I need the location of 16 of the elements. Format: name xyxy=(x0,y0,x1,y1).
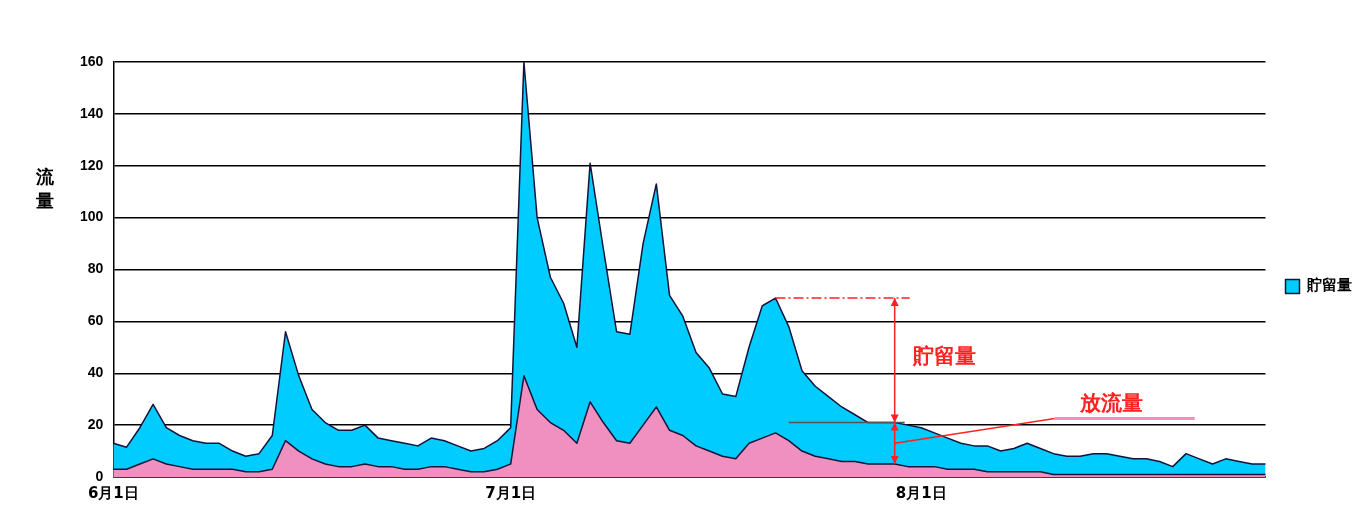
annotation: 貯留量 xyxy=(911,344,976,369)
y-tick-label: 120 xyxy=(80,156,104,173)
y-tick-label: 100 xyxy=(80,208,104,225)
x-tick-label: 7月1日 xyxy=(485,483,537,502)
y-tick-label: 80 xyxy=(87,260,104,277)
annotation: 放流量 xyxy=(1078,391,1143,416)
y-tick-label: 40 xyxy=(87,364,104,381)
x-tick-label: 6月1日 xyxy=(87,483,139,502)
x-tick-label: 8月1日 xyxy=(895,483,947,502)
y-tick-label: 20 xyxy=(87,415,104,432)
y-tick-label: 160 xyxy=(80,52,104,69)
y-tick-label: 140 xyxy=(80,104,104,121)
legend-label: 貯留量 xyxy=(1306,276,1352,295)
y-tick-label: 60 xyxy=(87,312,104,329)
y-axis-title: 流量 xyxy=(36,165,54,213)
y-tick-label: 0 xyxy=(95,467,104,484)
